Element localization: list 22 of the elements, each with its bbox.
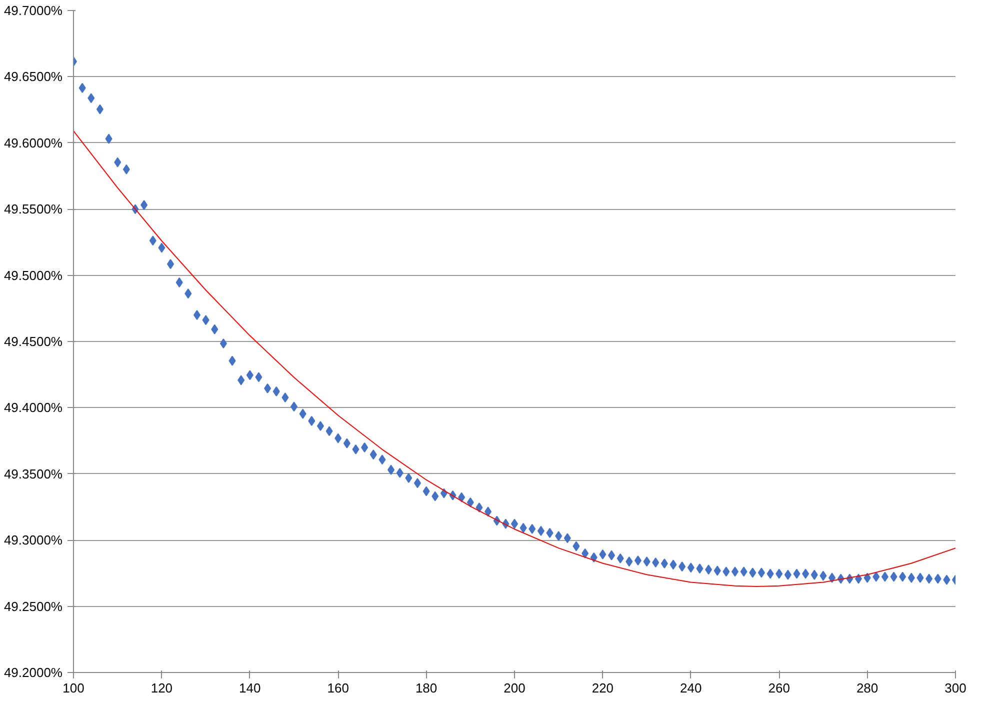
x-tick-label: 200 <box>504 680 526 696</box>
y-tick-label: 49.7000% <box>4 3 63 18</box>
x-tick-label: 120 <box>150 680 173 696</box>
y-tick-label: 49.3500% <box>4 466 63 482</box>
y-tick-label: 49.5500% <box>4 202 63 217</box>
x-tick-label: 180 <box>415 680 438 696</box>
y-tick-label: 49.6500% <box>4 69 63 84</box>
y-tick-label: 49.6000% <box>4 135 63 150</box>
x-tick-label: 140 <box>239 680 261 696</box>
x-tick-label: 100 <box>62 680 84 696</box>
x-tick-label: 280 <box>856 680 878 696</box>
x-tick-label: 240 <box>680 680 702 696</box>
y-tick-label: 49.4000% <box>4 400 63 416</box>
x-tick-label: 260 <box>768 680 790 696</box>
x-tick-label: 160 <box>327 680 349 696</box>
x-tick-label: 220 <box>592 680 614 696</box>
y-tick-label: 49.2500% <box>4 598 63 614</box>
y-tick-label: 49.2000% <box>4 665 63 680</box>
y-tick-label: 49.4500% <box>4 334 63 349</box>
y-tick-label: 49.5000% <box>4 268 63 283</box>
x-tick-label: 300 <box>944 680 966 696</box>
y-tick-label: 49.3000% <box>4 532 63 548</box>
